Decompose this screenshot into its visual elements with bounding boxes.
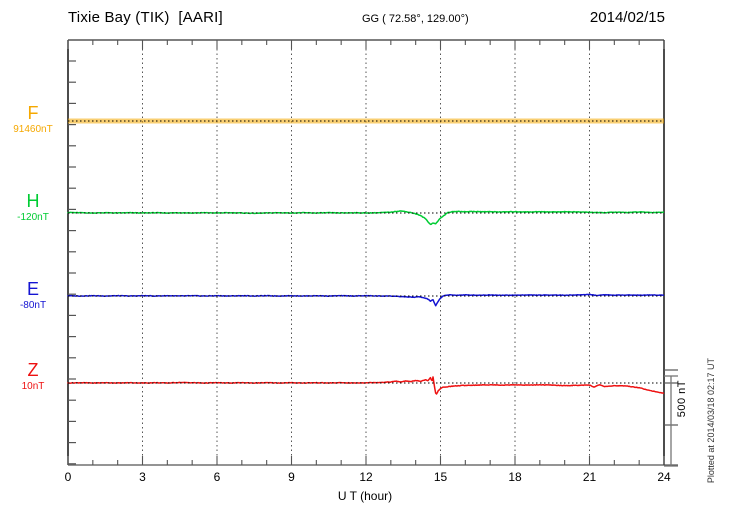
- x-tick-label-21: 21: [582, 470, 597, 484]
- component-baseline-f: 91460nT: [13, 124, 53, 135]
- trace-e: [67, 293, 665, 307]
- x-tick-label-24: 24: [657, 470, 671, 484]
- page-title: Tixie Bay (TIK) [AARI]: [68, 9, 223, 26]
- component-label-h: H -120nT: [2, 192, 64, 224]
- x-tick-label-15: 15: [433, 470, 448, 484]
- x-axis-title: U T (hour): [337, 489, 393, 503]
- scale-bar-label: 500 nT: [676, 380, 688, 418]
- component-label-z: Z 10nT: [2, 361, 64, 393]
- plotted-at-label: Plotted at 2014/03/18 02:17 UT: [706, 358, 716, 484]
- x-tick-label-12: 12: [359, 470, 373, 484]
- component-baseline-z: 10nT: [21, 381, 45, 392]
- x-tick-label-6: 6: [213, 470, 221, 484]
- trace-z: [67, 376, 665, 395]
- component-label-f: F 91460nT: [2, 104, 64, 136]
- x-tick-label-9: 9: [288, 470, 295, 484]
- observation-date: 2014/02/15: [589, 9, 665, 26]
- component-symbol-e: E: [26, 279, 39, 299]
- x-tick-label-0: 0: [64, 470, 72, 484]
- x-tick-label-3: 3: [139, 470, 146, 484]
- trace-h: [67, 210, 665, 226]
- geographic-coordinates: GG ( 72.58°, 129.00°): [362, 13, 469, 25]
- x-tick-label-18: 18: [508, 470, 522, 484]
- component-baseline-e: -80nT: [19, 300, 47, 311]
- component-baseline-h: -120nT: [17, 212, 49, 223]
- component-symbol-z: Z: [27, 360, 39, 380]
- component-symbol-h: H: [26, 191, 40, 211]
- component-label-e: E -80nT: [2, 280, 64, 312]
- component-symbol-f: F: [27, 103, 39, 123]
